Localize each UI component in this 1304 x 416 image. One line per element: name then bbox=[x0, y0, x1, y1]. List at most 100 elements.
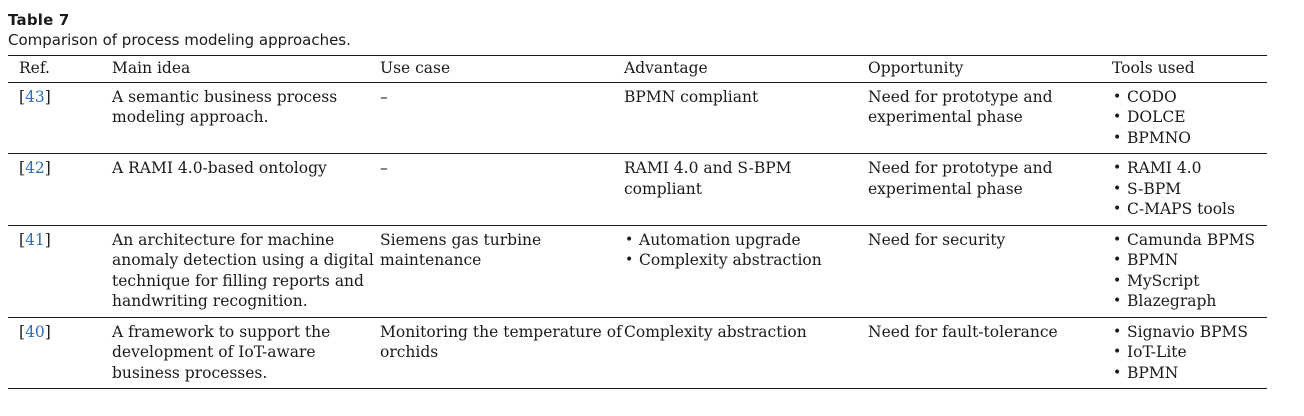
cell-advantage: • Automation upgrade • Complexity abstracti… bbox=[624, 225, 868, 318]
list-item-label: RAMI 4.0 bbox=[1127, 159, 1202, 177]
cell-use-case: – bbox=[380, 82, 624, 154]
list-item-label: C-MAPS tools bbox=[1127, 200, 1235, 218]
list-item-label: CODO bbox=[1127, 87, 1177, 106]
bullet-icon: • bbox=[625, 231, 634, 248]
list-item: • BPMN bbox=[1112, 363, 1267, 384]
list-item: • CODO bbox=[1112, 87, 1267, 108]
advantage-text: RAMI 4.0 and S-BPM compliant bbox=[624, 159, 792, 198]
cell-advantage: RAMI 4.0 and S-BPM compliant bbox=[624, 153, 868, 226]
header-opportunity: Opportunity bbox=[868, 55, 1112, 83]
reference-link[interactable]: 40 bbox=[25, 322, 45, 341]
ref-open-bracket: [ bbox=[19, 322, 26, 341]
list-item-label: Complexity abstraction bbox=[639, 251, 822, 269]
cell-ref: [41] bbox=[8, 225, 112, 318]
cell-use-case: – bbox=[380, 153, 624, 226]
cell-opportunity: Need for security bbox=[868, 225, 1112, 318]
cell-use-case: Siemens gas turbine maintenance bbox=[380, 225, 624, 318]
cell-opportunity: Need for prototype and experimental phas… bbox=[868, 82, 1112, 154]
cell-tools-used: • Camunda BPMS • BPMN • MyScript • Blazegraph bbox=[1112, 225, 1267, 318]
bullet-icon: • bbox=[1113, 201, 1122, 217]
reference-link[interactable]: 41 bbox=[25, 230, 45, 249]
list-item: • S-BPM bbox=[1112, 179, 1267, 200]
list-item: • IoT-Lite bbox=[1112, 342, 1267, 363]
list-item-label: Camunda BPMS bbox=[1127, 230, 1256, 249]
ref-close-bracket: ] bbox=[44, 230, 51, 249]
table-row: [41] An architecture for machine anomaly … bbox=[8, 225, 1267, 318]
table-title: Table 7 bbox=[8, 11, 70, 29]
reference-link[interactable]: 42 bbox=[25, 159, 45, 177]
header-main-idea: Main idea bbox=[112, 55, 380, 83]
bullet-icon: • bbox=[1113, 364, 1122, 381]
bullet-icon: • bbox=[1113, 293, 1122, 309]
bullet-icon: • bbox=[1113, 252, 1122, 268]
table-caption-block: Table 7 Comparison of process modeling a… bbox=[8, 10, 351, 50]
list-item-label: Automation upgrade bbox=[639, 230, 801, 249]
list-item: • BPMNO bbox=[1112, 128, 1267, 149]
cell-main-idea: A RAMI 4.0-based ontology bbox=[112, 153, 380, 226]
bullet-icon: • bbox=[1113, 129, 1122, 146]
tools-list: • RAMI 4.0 • S-BPM • C-MAPS tools bbox=[1112, 158, 1267, 220]
list-item: • RAMI 4.0 bbox=[1112, 158, 1267, 179]
cell-tools-used: • Signavio BPMS • IoT-Lite • BPMN bbox=[1112, 317, 1267, 389]
cell-advantage: BPMN compliant bbox=[624, 82, 868, 154]
cell-main-idea: An architecture for machine anomaly dete… bbox=[112, 225, 380, 318]
header-use-case: Use case bbox=[380, 55, 624, 83]
list-item-label: BPMN bbox=[1127, 363, 1179, 382]
bullet-icon: • bbox=[1113, 344, 1122, 360]
ref-open-bracket: [ bbox=[19, 230, 26, 249]
list-item: • Signavio BPMS bbox=[1112, 322, 1267, 343]
cell-tools-used: • CODO • DOLCE • BPMNO bbox=[1112, 82, 1267, 154]
list-item-label: BPMNO bbox=[1127, 128, 1191, 147]
list-item: • BPMN bbox=[1112, 250, 1267, 271]
reference-link[interactable]: 43 bbox=[25, 87, 45, 106]
list-item: • Blazegraph bbox=[1112, 291, 1267, 312]
list-item: • Complexity abstraction bbox=[624, 250, 868, 271]
header-ref: Ref. bbox=[8, 55, 112, 83]
list-item: • MyScript bbox=[1112, 271, 1267, 292]
cell-opportunity: Need for fault-tolerance bbox=[868, 317, 1112, 389]
cell-ref: [40] bbox=[8, 317, 112, 389]
table-row: [42] A RAMI 4.0-based ontology – RAMI 4.0 a… bbox=[8, 153, 1267, 226]
bullet-icon: • bbox=[1113, 109, 1122, 125]
list-item: • DOLCE bbox=[1112, 107, 1267, 128]
list-item-label: Blazegraph bbox=[1127, 292, 1217, 310]
bullet-icon: • bbox=[1113, 323, 1122, 340]
bullet-icon: • bbox=[1113, 231, 1122, 248]
header-row: Ref. Main idea Use case Advantage Opport… bbox=[8, 55, 1267, 83]
comparison-table: Ref. Main idea Use case Advantage Opport… bbox=[8, 55, 1267, 389]
advantage-text: BPMN compliant bbox=[624, 87, 759, 106]
cell-main-idea: A semantic business process modeling app… bbox=[112, 82, 380, 154]
table-row: [43] A semantic business process modeling… bbox=[8, 82, 1267, 154]
list-item-label: MyScript bbox=[1127, 271, 1200, 290]
cell-ref: [42] bbox=[8, 153, 112, 226]
ref-close-bracket: ] bbox=[44, 159, 51, 177]
bullet-icon: • bbox=[1113, 180, 1122, 197]
table-caption: Comparison of process modeling approache… bbox=[8, 31, 351, 49]
list-item: • C-MAPS tools bbox=[1112, 199, 1267, 220]
list-item-label: IoT-Lite bbox=[1127, 343, 1187, 361]
cell-advantage: Complexity abstraction bbox=[624, 317, 868, 389]
ref-close-bracket: ] bbox=[44, 87, 51, 106]
cell-use-case: Monitoring the temperature of orchids bbox=[380, 317, 624, 389]
bullet-icon: • bbox=[625, 252, 634, 268]
bullet-icon: • bbox=[1113, 160, 1122, 176]
list-item-label: BPMN bbox=[1127, 251, 1179, 269]
ref-close-bracket: ] bbox=[44, 322, 51, 341]
header-tools-used: Tools used bbox=[1112, 55, 1267, 83]
advantage-list: • Automation upgrade • Complexity abstracti… bbox=[624, 230, 868, 271]
advantage-text: Complexity abstraction bbox=[624, 322, 807, 341]
tools-list: • Signavio BPMS • IoT-Lite • BPMN bbox=[1112, 322, 1267, 384]
header-advantage: Advantage bbox=[624, 55, 868, 83]
list-item-label: S-BPM bbox=[1127, 179, 1182, 198]
cell-tools-used: • RAMI 4.0 • S-BPM • C-MAPS tools bbox=[1112, 153, 1267, 226]
tools-list: • Camunda BPMS • BPMN • MyScript • Blazegraph bbox=[1112, 230, 1267, 312]
cell-main-idea: A framework to support the development o… bbox=[112, 317, 380, 389]
tools-list: • CODO • DOLCE • BPMNO bbox=[1112, 87, 1267, 149]
list-item-label: DOLCE bbox=[1127, 108, 1186, 126]
list-item: • Camunda BPMS bbox=[1112, 230, 1267, 251]
list-item-label: Signavio BPMS bbox=[1127, 322, 1249, 341]
bullet-icon: • bbox=[1113, 272, 1122, 289]
cell-opportunity: Need for prototype and experimental phas… bbox=[868, 153, 1112, 226]
list-item: • Automation upgrade bbox=[624, 230, 868, 251]
bullet-icon: • bbox=[1113, 88, 1122, 105]
